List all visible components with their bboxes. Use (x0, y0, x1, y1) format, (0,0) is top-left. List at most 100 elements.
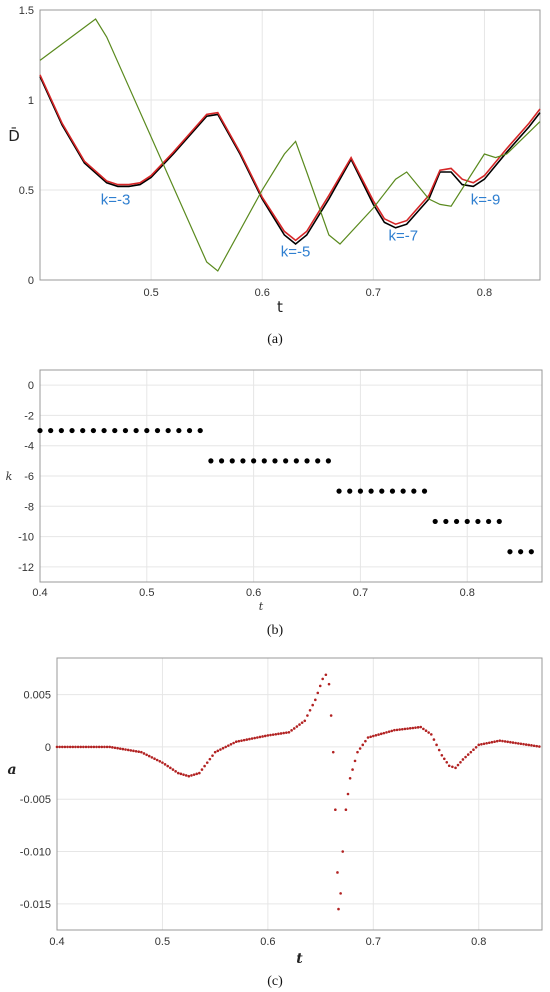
data-point (200, 768, 204, 771)
data-point (432, 738, 436, 741)
data-point (532, 744, 536, 748)
panel-b (37, 369, 543, 583)
data-point (229, 458, 235, 464)
data-point (232, 741, 235, 745)
data-point (518, 549, 524, 555)
data-point (285, 731, 288, 734)
y-tick-label: 1.5 (19, 5, 34, 17)
data-point (416, 726, 420, 729)
data-point (522, 742, 525, 746)
data-point (84, 745, 88, 749)
data-point (248, 737, 251, 741)
data-point (511, 741, 515, 744)
data-point (134, 749, 138, 753)
data-point (437, 748, 441, 752)
data-point (348, 777, 352, 780)
data-point (530, 744, 533, 747)
x-tick-label: 0.5 (155, 936, 170, 948)
data-point (205, 761, 209, 764)
data-point (240, 739, 243, 742)
data-point (169, 766, 172, 770)
y-tick-label: -0.015 (20, 899, 51, 911)
data-point (274, 732, 278, 736)
data-point (341, 850, 345, 853)
data-point (318, 684, 322, 688)
y-tick-label: -0.010 (20, 847, 51, 859)
data-point (379, 488, 385, 494)
data-point (400, 488, 406, 494)
data-point (466, 753, 470, 756)
data-point (442, 757, 446, 761)
data-point (507, 549, 513, 555)
data-point (358, 747, 362, 750)
data-point (140, 750, 143, 754)
data-point (327, 682, 331, 686)
data-point (179, 772, 183, 776)
data-point (516, 742, 520, 745)
caption-a: (a) (267, 332, 283, 347)
data-point (408, 727, 412, 730)
data-point (485, 741, 488, 745)
data-point (150, 756, 154, 759)
data-point (147, 754, 151, 758)
data-point (165, 427, 171, 434)
data-point (361, 743, 365, 747)
y-tick-label: -8 (24, 501, 34, 513)
data-point (190, 774, 193, 777)
data-point (158, 760, 162, 763)
data-point (250, 737, 254, 740)
data-point (411, 726, 415, 730)
data-point (213, 750, 217, 754)
data-point (74, 745, 77, 749)
data-point (218, 458, 225, 464)
data-point (48, 427, 54, 434)
data-point (282, 731, 285, 735)
data-point (528, 549, 534, 555)
data-point (186, 427, 193, 434)
x-tick-label: 0.4 (32, 587, 47, 599)
data-point (208, 458, 214, 464)
data-point (353, 759, 357, 763)
data-point (79, 745, 83, 749)
data-point (161, 761, 164, 764)
data-point (475, 518, 481, 525)
data-point (477, 743, 481, 747)
data-point (203, 764, 206, 768)
data-point (421, 488, 428, 494)
y-tick-label: -10 (18, 532, 34, 544)
y-tick-label: 0.005 (23, 690, 51, 702)
data-point (308, 709, 312, 712)
data-point (454, 766, 457, 770)
data-point (237, 739, 241, 743)
data-point (122, 427, 129, 434)
data-point (368, 488, 374, 494)
data-point (334, 808, 337, 811)
data-point (240, 458, 246, 464)
data-point (137, 750, 141, 754)
data-point (261, 735, 264, 738)
data-point (195, 772, 199, 776)
data-point (369, 735, 372, 739)
data-point (211, 754, 214, 757)
data-point (272, 458, 278, 464)
data-point (95, 745, 98, 749)
y-tick-label: 0.5 (19, 185, 34, 197)
panel-c (55, 657, 543, 931)
data-point (256, 736, 259, 739)
data-point (166, 764, 170, 768)
series-line-1 (39, 74, 541, 242)
data-point (385, 731, 388, 734)
caption-c: (c) (267, 974, 283, 989)
x-axis-label: t (277, 298, 283, 316)
data-point (443, 518, 449, 525)
data-point (55, 745, 59, 749)
data-point (295, 725, 299, 728)
data-point (80, 427, 86, 434)
data-point (535, 744, 539, 748)
data-point (447, 764, 451, 768)
data-point (251, 458, 257, 464)
x-tick-label: 0.7 (353, 587, 368, 599)
data-point (174, 770, 177, 773)
data-point (453, 518, 460, 525)
data-point (105, 745, 109, 749)
